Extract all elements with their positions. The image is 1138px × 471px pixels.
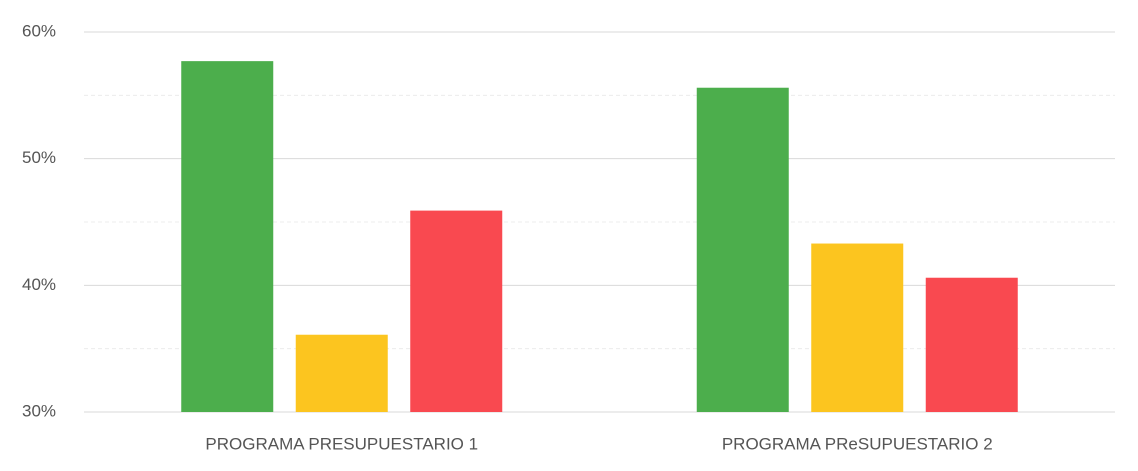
y-tick-label: 50% (22, 148, 56, 167)
y-tick-label: 30% (22, 401, 56, 420)
bar (410, 210, 503, 412)
x-tick-label: PROGRAMA PReSUPUESTARIO 2 (722, 434, 993, 453)
x-tick-label: PROGRAMA PRESUPUESTARIO 1 (205, 434, 478, 453)
bar (295, 334, 388, 412)
bar (925, 277, 1018, 412)
bar (696, 87, 789, 412)
bar (811, 243, 904, 412)
y-tick-label: 40% (22, 275, 56, 294)
bar (181, 61, 274, 413)
y-tick-label: 60% (22, 21, 56, 40)
